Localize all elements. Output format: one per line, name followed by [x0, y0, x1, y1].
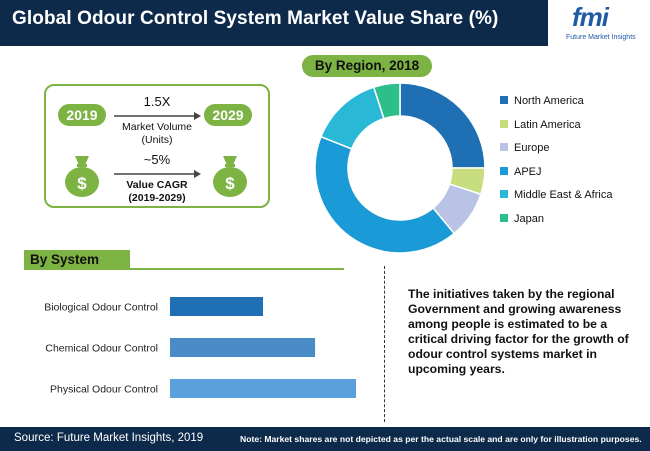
money-bag-icon: $ — [213, 156, 247, 197]
legend-label: APEJ — [514, 165, 542, 178]
bar-physical-odour-control — [170, 379, 356, 398]
bar-label: Biological Odour Control — [44, 302, 158, 314]
system-heading-bar — [24, 250, 130, 270]
legend-swatch — [500, 213, 508, 222]
cagr-label: Value CAGR — [126, 179, 188, 191]
system-heading: By System — [30, 252, 100, 267]
region-heading: By Region, 2018 — [314, 58, 420, 73]
legend-item: Middle East & Africa — [500, 189, 612, 213]
bar-chemical-odour-control — [170, 338, 316, 357]
region-heading-pill — [302, 55, 432, 77]
legend-item: North America — [500, 95, 612, 119]
bar-label: Chemical Odour Control — [45, 343, 158, 355]
region-legend: North America Latin America Europe APEJ Midd… — [500, 95, 612, 236]
donut-slice-north-america — [399, 82, 486, 169]
volume-label: Market Volume — [121, 121, 193, 133]
legend-item: Europe — [500, 142, 612, 166]
legend-label: Latin America — [514, 118, 581, 131]
legend-swatch — [500, 190, 508, 198]
fmi-logo: fmi — [572, 2, 609, 32]
source-text: Source: Future Market Insights, 2019 — [14, 432, 204, 444]
volume-multiple: 1.5X — [143, 94, 171, 109]
legend-swatch — [500, 143, 508, 151]
legend-item: Japan — [500, 213, 612, 237]
legend-swatch — [500, 119, 508, 128]
year-start-pill: 2019 — [58, 104, 106, 126]
legend-item: Latin America — [500, 119, 612, 143]
legend-label: Europe — [514, 142, 550, 154]
arrow-right-icon — [114, 112, 201, 120]
bar-biological-odour-control — [170, 297, 263, 316]
donut-slice-apej — [314, 135, 456, 254]
arrow-right-icon — [114, 170, 201, 178]
system-bar-chart: Biological Odour Control Chemical Odour C… — [44, 297, 356, 398]
legend-label: Middle East & Africa — [514, 189, 613, 201]
cagr-period: (2019-2029) — [128, 192, 186, 204]
system-heading-rule — [24, 268, 344, 270]
cagr-value: ~5% — [143, 152, 171, 167]
footer-bar — [0, 427, 650, 451]
money-bag-symbol: $ — [77, 174, 87, 193]
year-end-pill: 2029 — [204, 104, 252, 126]
footer-note: Note: Market shares are not depicted as … — [240, 434, 642, 444]
donut-slice-japan — [372, 82, 401, 120]
legend-item: APEJ — [500, 166, 612, 190]
donut-slice-middle-east-africa — [319, 86, 385, 150]
region-donut-chart — [314, 82, 486, 254]
bar-label: Physical Odour Control — [50, 384, 158, 396]
legend-swatch — [500, 96, 508, 104]
legend-label: North America — [514, 95, 584, 107]
description-text: The initiatives taken by the regional Go… — [408, 287, 629, 376]
volume-unit: (Units) — [141, 134, 173, 146]
legend-swatch — [500, 166, 508, 175]
money-bag-icon: $ — [65, 156, 99, 197]
legend-label: Japan — [514, 212, 544, 225]
money-bag-symbol: $ — [225, 174, 235, 193]
page-title: Global Odour Control System Market Value… — [12, 8, 499, 29]
logo-panel — [548, 0, 650, 46]
section-divider — [384, 266, 385, 422]
header-banner — [0, 0, 650, 46]
fmi-logo-tagline: Future Market Insights — [566, 34, 636, 41]
